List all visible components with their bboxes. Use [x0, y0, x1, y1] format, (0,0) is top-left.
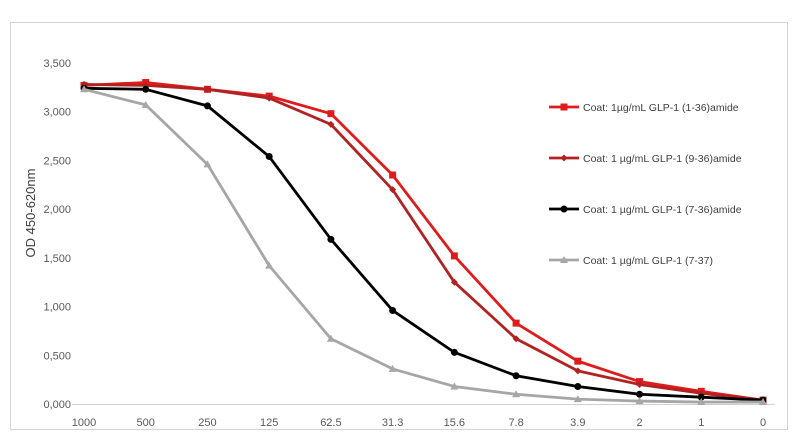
data-point: [450, 348, 458, 356]
data-point: [326, 334, 335, 342]
data-point: [450, 382, 459, 390]
data-point: [389, 171, 397, 179]
data-point: [265, 153, 273, 161]
series-3: [80, 84, 767, 404]
y-axis-label-group: OD 450-620nm: [23, 169, 38, 258]
data-point: [759, 398, 767, 406]
legend-label: Coat: 1 µg/mL GLP-1 (7-36)amide: [583, 204, 742, 216]
series-4: [80, 85, 767, 406]
legend-label: Coat: 1 µg/mL GLP-1 (7-37): [583, 255, 713, 267]
data-point: [203, 160, 212, 168]
data-point: [450, 278, 458, 286]
y-tick-label: 2,500: [43, 155, 71, 167]
series-2: [80, 80, 767, 404]
data-point: [636, 381, 644, 389]
data-point: [636, 390, 644, 398]
data-point: [327, 120, 335, 128]
data-point: [265, 94, 273, 102]
data-point: [388, 364, 397, 372]
legend-label: Coat: 1µg/mL GLP-1 (1-36)amide: [583, 102, 739, 114]
legend-item: Coat: 1µg/mL GLP-1 (1-36)amide: [549, 102, 739, 114]
chart: OD 450-620nm 0,000 0,500 1,000 1,500 2,000 2,…: [23, 58, 775, 429]
data-point: [512, 372, 520, 380]
data-point: [512, 390, 521, 398]
x-tick-label: 15.6: [444, 417, 465, 429]
data-point: [574, 367, 582, 375]
legend: Coat: 1µg/mL GLP-1 (1-36)amide Coat: 1 µg…: [549, 102, 742, 267]
x-tick-label: 125: [260, 417, 278, 429]
data-point: [327, 235, 335, 243]
x-tick-label: 250: [198, 417, 216, 429]
legend-item: Coat: 1 µg/mL GLP-1 (9-36)amide: [549, 153, 742, 165]
x-tick-label: 7.8: [508, 417, 523, 429]
series-1: [80, 78, 767, 404]
data-point: [450, 252, 458, 260]
y-tick-label: 0,500: [43, 350, 71, 362]
data-point: [635, 397, 644, 405]
series-line: [82, 83, 765, 402]
y-axis-label: OD 450-620nm: [23, 169, 38, 258]
data-point: [80, 80, 88, 88]
legend-swatch-marker: [560, 256, 568, 263]
data-point: [327, 110, 335, 118]
data-point: [142, 85, 150, 93]
data-point: [265, 261, 274, 269]
legend-swatch-marker: [560, 205, 568, 213]
legend-swatch-marker: [560, 103, 568, 111]
data-point: [512, 319, 520, 327]
x-tick-label: 500: [137, 417, 155, 429]
series-layer: [80, 78, 767, 406]
data-point: [389, 186, 397, 194]
series-line: [82, 87, 765, 404]
data-point: [512, 335, 520, 343]
x-tick-label: 2: [636, 417, 642, 429]
x-tick-label: 1000: [72, 417, 96, 429]
x-tick-labels: 1000 500 250 125 62.5 31.3 15.6 7.8 3.9 2 1 0: [72, 417, 766, 429]
x-tick-label: 31.3: [382, 417, 403, 429]
legend-label: Coat: 1 µg/mL GLP-1 (9-36)amide: [583, 153, 742, 165]
data-point: [574, 357, 582, 365]
legend-item: Coat: 1 µg/mL GLP-1 (7-36)amide: [549, 204, 742, 216]
y-tick-labels: 0,000 0,500 1,000 1,500 2,000 2,500 3,000 3,500: [43, 58, 71, 411]
y-tick-label: 0,000: [43, 399, 71, 411]
y-tick-label: 1,000: [43, 302, 71, 314]
legend-item: Coat: 1 µg/mL GLP-1 (7-37): [549, 255, 713, 267]
data-point: [697, 398, 706, 406]
legend-swatch-marker: [560, 154, 568, 162]
x-tick-label: 0: [760, 417, 766, 429]
y-tick-label: 1,500: [43, 253, 71, 265]
chart-frame: OD 450-620nm 0,000 0,500 1,000 1,500 2,000 2,…: [10, 22, 788, 430]
data-point: [203, 85, 211, 93]
x-tick-label: 62.5: [320, 417, 341, 429]
data-point: [203, 102, 211, 110]
y-tick-label: 3,000: [43, 107, 71, 119]
data-point: [697, 393, 705, 401]
data-point: [574, 382, 582, 390]
y-tick-label: 3,500: [43, 58, 71, 70]
series-line: [82, 86, 765, 402]
data-point: [573, 395, 582, 403]
data-point: [80, 85, 88, 93]
data-point: [389, 306, 397, 314]
series-line: [82, 81, 765, 402]
x-tick-label: 3.9: [570, 417, 585, 429]
x-tick-label: 1: [698, 417, 704, 429]
data-point: [141, 100, 150, 108]
y-tick-label: 2,000: [43, 204, 71, 216]
